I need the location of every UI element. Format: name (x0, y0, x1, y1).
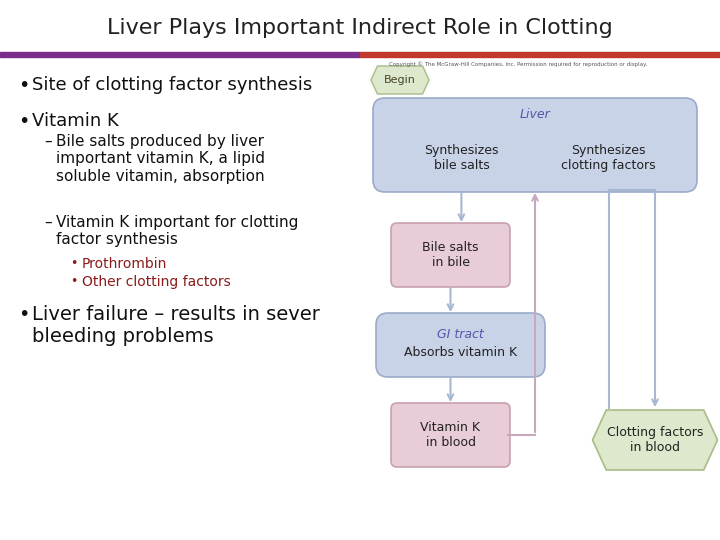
Bar (0, 52, 360, 57)
Text: •: • (18, 305, 30, 324)
FancyBboxPatch shape (391, 223, 510, 287)
Text: •: • (70, 257, 77, 270)
Text: Synthesizes
clotting factors: Synthesizes clotting factors (562, 144, 656, 172)
Text: Bile salts produced by liver
important vitamin K, a lipid
soluble vitamin, absor: Bile salts produced by liver important v… (56, 134, 265, 184)
Text: Vitamin K important for clotting
factor synthesis: Vitamin K important for clotting factor … (56, 215, 298, 247)
Text: –: – (44, 134, 52, 149)
Text: Liver: Liver (520, 107, 550, 120)
Text: •: • (18, 76, 30, 95)
Text: Liver failure – results in sever
bleeding problems: Liver failure – results in sever bleedin… (32, 305, 320, 346)
Text: Synthesizes
bile salts: Synthesizes bile salts (424, 144, 499, 172)
Text: Other clotting factors: Other clotting factors (82, 275, 230, 289)
Text: Absorbs vitamin K: Absorbs vitamin K (404, 347, 517, 360)
Text: Liver Plays Important Indirect Role in Clotting: Liver Plays Important Indirect Role in C… (107, 18, 613, 38)
Text: •: • (70, 275, 77, 288)
Text: –: – (44, 215, 52, 230)
Bar (360, 52, 720, 57)
Text: Bile salts
in bile: Bile salts in bile (422, 241, 479, 269)
Text: Copyright © The McGraw-Hill Companies, Inc. Permission required for reproduction: Copyright © The McGraw-Hill Companies, I… (390, 61, 647, 66)
Text: Vitamin K
in blood: Vitamin K in blood (420, 421, 480, 449)
Polygon shape (593, 410, 718, 470)
FancyBboxPatch shape (373, 98, 697, 192)
FancyBboxPatch shape (391, 403, 510, 467)
Text: Begin: Begin (384, 75, 416, 85)
Text: GI tract: GI tract (437, 328, 484, 341)
Polygon shape (371, 66, 429, 94)
Text: Vitamin K: Vitamin K (32, 112, 119, 130)
Text: Prothrombin: Prothrombin (82, 257, 167, 271)
Text: Site of clotting factor synthesis: Site of clotting factor synthesis (32, 76, 312, 94)
Text: •: • (18, 112, 30, 131)
FancyBboxPatch shape (376, 313, 545, 377)
Text: Clotting factors
in blood: Clotting factors in blood (607, 426, 703, 454)
